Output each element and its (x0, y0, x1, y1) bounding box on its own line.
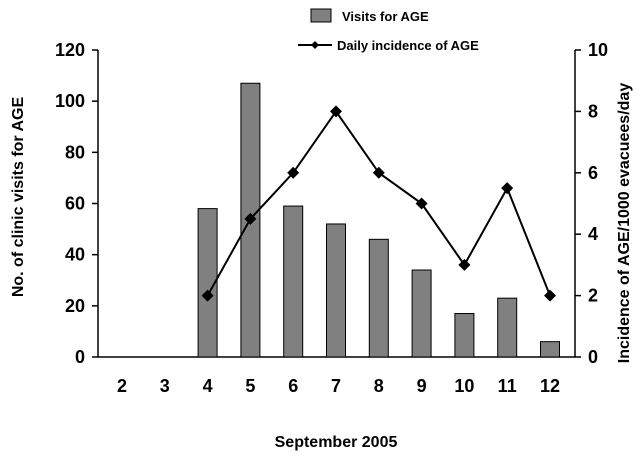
left-axis-ticks: 0 20 40 60 80 100 120 (55, 40, 98, 367)
left-tick-label: 20 (65, 296, 85, 316)
x-axis-title: September 2005 (275, 434, 398, 451)
bar (411, 269, 432, 358)
right-tick-label: 10 (588, 40, 608, 60)
right-tick-label: 8 (588, 101, 598, 121)
x-tick-label: 2 (117, 376, 127, 396)
right-axis-ticks: 0 2 4 6 8 10 (575, 40, 608, 367)
x-tick-label: 10 (454, 376, 474, 396)
bar (497, 297, 518, 358)
legend-label-line: Daily incidence of AGE (337, 38, 479, 53)
right-tick-label: 2 (588, 286, 598, 306)
right-tick-label: 6 (588, 163, 598, 183)
bar (368, 238, 389, 358)
bar (540, 341, 560, 358)
line-point (415, 197, 428, 210)
left-tick-label: 80 (65, 142, 85, 162)
line-point (244, 212, 257, 225)
line-point (544, 289, 556, 302)
left-tick-label: 0 (75, 347, 85, 367)
left-tick-label: 120 (55, 40, 85, 60)
bar (197, 208, 218, 358)
x-tick-label: 7 (331, 376, 341, 396)
line-point (330, 105, 342, 118)
x-tick-label: 8 (374, 376, 384, 396)
x-tick-label: 11 (498, 376, 517, 396)
left-tick-label: 100 (55, 91, 85, 111)
right-tick-label: 0 (588, 347, 598, 367)
line-point (287, 166, 300, 179)
legend-diamond-marker (311, 41, 319, 49)
line-series (201, 105, 556, 302)
x-tick-label: 6 (288, 376, 298, 396)
x-tick-label: 5 (245, 376, 255, 396)
left-tick-label: 40 (65, 245, 85, 265)
x-axis-ticks: 2 3 4 5 6 7 8 9 10 11 12 (117, 376, 560, 396)
right-tick-label: 4 (588, 224, 598, 244)
y-axis-right-title: Incidence of AGE/1000 evacuees/day (616, 83, 633, 364)
line-point (458, 258, 471, 271)
line-point (201, 289, 214, 302)
line-point (372, 166, 385, 179)
x-tick-label: 4 (203, 376, 213, 396)
legend-bar-swatch (310, 8, 332, 23)
legend-label-bars: Visits for AGE (342, 9, 429, 24)
bar (326, 223, 346, 358)
line-point (501, 182, 514, 195)
left-tick-label: 60 (65, 194, 85, 214)
legend: Visits for AGE Daily incidence of AGE (298, 8, 479, 53)
y-axis-left-title: No. of clinic visits for AGE (10, 97, 27, 298)
x-tick-label: 3 (160, 376, 170, 396)
bar (283, 205, 304, 358)
x-tick-label: 9 (417, 376, 427, 396)
x-tick-label: 12 (540, 376, 560, 396)
bar (454, 313, 475, 358)
